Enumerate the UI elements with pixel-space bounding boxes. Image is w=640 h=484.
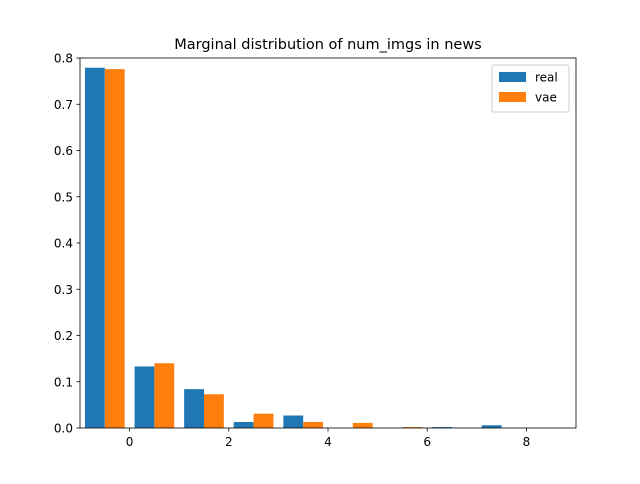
bar-real-1 (134, 366, 155, 428)
axes-group: 0 2 4 6 8 0.0 0.1 0.2 0.3 0.4 0.5 0.6 0.7 0.8 (54, 52, 577, 449)
legend-label-real: real (535, 71, 558, 85)
legend: real vae (491, 64, 570, 113)
y-tick-label-3: 0.3 (54, 283, 73, 297)
bar-vae-4 (303, 421, 324, 428)
bar-vae-1 (154, 363, 175, 428)
bar-real-3 (233, 421, 254, 428)
bar-real-2 (184, 389, 204, 428)
legend-swatch-real (499, 72, 526, 82)
bar-real-4 (283, 415, 304, 428)
x-tick-label-1: 2 (225, 435, 233, 449)
y-tick-label-4: 0.4 (54, 237, 73, 251)
bar-vae-5 (352, 422, 373, 428)
legend-label-vae: vae (535, 91, 557, 105)
bar-vae-3 (253, 413, 274, 428)
y-tick-label-5: 0.5 (54, 190, 73, 204)
y-tick-label-2: 0.2 (54, 329, 73, 343)
y-tick-label-1: 0.1 (54, 375, 73, 389)
y-tick-label-8: 0.8 (54, 52, 73, 66)
x-tick-label-0: 0 (126, 435, 134, 449)
bar-vae-6 (402, 427, 423, 428)
x-tick-label-2: 4 (324, 435, 332, 449)
legend-swatch-vae (499, 92, 526, 102)
y-tick-label-7: 0.7 (54, 98, 73, 112)
bar-real-7 (432, 427, 452, 428)
bar-vae-0 (104, 69, 125, 428)
y-tick-label-6: 0.6 (54, 144, 73, 158)
bar-vae-2 (204, 394, 224, 428)
bar-real-0 (84, 67, 105, 429)
x-tick-label-4: 8 (523, 435, 531, 449)
bars-group (84, 67, 502, 429)
y-tick-label-0: 0.0 (54, 422, 73, 436)
chart-title: Marginal distribution of num_imgs in new… (174, 37, 482, 53)
bar-real-8 (481, 425, 502, 428)
x-tick-label-3: 6 (423, 435, 431, 449)
